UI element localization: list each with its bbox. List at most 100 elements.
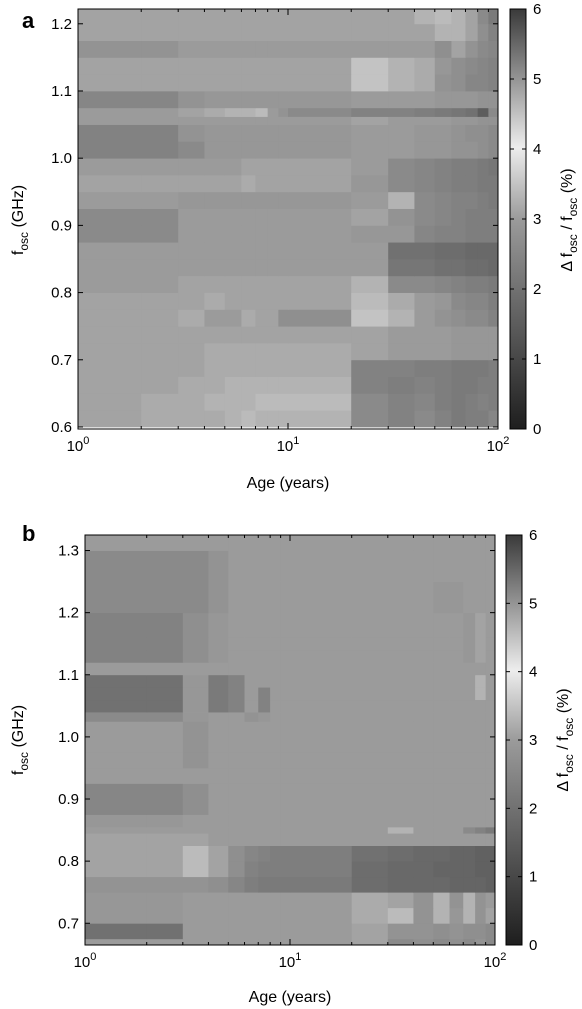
heatmap-cell <box>477 393 489 411</box>
heatmap-cell <box>255 23 269 41</box>
heatmap-cell <box>463 535 476 551</box>
heatmap-cell <box>241 342 256 361</box>
heatmap-cell <box>413 892 434 909</box>
heatmap-cell <box>414 208 436 226</box>
heatmap-cell <box>258 581 271 614</box>
heatmap-cell <box>414 258 436 277</box>
heatmap-cell <box>288 376 352 394</box>
heatmap-cell <box>414 242 436 260</box>
heatmap-cell <box>204 191 226 209</box>
heatmap-cell <box>488 9 499 25</box>
heatmap-cell <box>351 712 389 722</box>
heatmap-cell <box>146 535 184 551</box>
heatmap-cell <box>463 581 476 614</box>
heatmap-cell <box>280 861 291 878</box>
heatmap-cell <box>228 767 245 784</box>
heatmap-cell <box>270 767 282 784</box>
heatmap-cell <box>258 845 271 862</box>
heatmap-cell <box>255 116 269 125</box>
heatmap-cell <box>182 923 209 940</box>
y-tick-label-a: 0.8 <box>51 285 72 302</box>
heatmap-cell <box>280 814 291 828</box>
heatmap-cell <box>204 359 226 377</box>
colorbar-tick-label-a: 6 <box>533 1 541 18</box>
heatmap-cell <box>208 833 229 846</box>
heatmap-cell <box>228 892 245 909</box>
heatmap-cell <box>267 225 279 243</box>
heatmap-cell <box>388 258 415 277</box>
heatmap-cell <box>488 158 499 176</box>
heatmap-cell <box>244 649 259 663</box>
heatmap-cell <box>288 9 352 25</box>
heatmap-cell <box>85 833 148 846</box>
heatmap-cell <box>465 208 479 226</box>
heatmap-cell <box>244 892 259 909</box>
heatmap-cell <box>278 225 289 243</box>
heatmap-cell <box>278 342 289 361</box>
heatmap-cell <box>255 393 269 411</box>
heatmap-cell <box>267 74 279 92</box>
heatmap-cell <box>488 326 499 344</box>
heatmap-cell <box>278 116 289 125</box>
heatmap-cell <box>388 242 415 260</box>
heatmap-cell <box>351 535 389 551</box>
heatmap-cell <box>85 861 148 878</box>
heatmap-cell <box>278 9 289 25</box>
heatmap-cell <box>258 637 271 651</box>
heatmap-cell <box>146 799 184 815</box>
heatmap-cell <box>288 342 352 361</box>
heatmap-cell <box>244 861 259 878</box>
heatmap-cell <box>278 107 289 117</box>
heatmap-cell <box>463 923 476 940</box>
heatmap-cell <box>351 258 389 277</box>
heatmap-cell <box>85 826 148 834</box>
heatmap-cell <box>228 938 245 946</box>
heatmap-cell <box>434 124 452 142</box>
heatmap-cell <box>270 938 282 946</box>
heatmap-cell <box>255 174 269 193</box>
heatmap-cell <box>290 712 353 722</box>
heatmap-cell <box>224 23 242 41</box>
heatmap-cell <box>488 292 499 310</box>
heatmap-cell <box>224 225 242 243</box>
heatmap-cell <box>388 208 415 226</box>
heatmap-cell <box>208 649 229 663</box>
heatmap-cell <box>388 124 415 142</box>
heatmap-cell <box>178 141 205 159</box>
heatmap-cell <box>270 799 282 815</box>
heatmap-cell <box>465 174 479 193</box>
heatmap-cell <box>244 833 259 846</box>
heatmap-cell <box>178 242 205 260</box>
heatmap-cell <box>178 9 205 25</box>
heatmap-cell <box>463 814 476 828</box>
heatmap-cell <box>485 876 496 893</box>
heatmap-cell <box>414 410 436 428</box>
heatmap-cell <box>288 242 352 260</box>
heatmap-cell <box>433 783 450 800</box>
heatmap-cell <box>388 141 415 159</box>
heatmap-cell <box>388 393 415 411</box>
heatmap-cell <box>224 208 242 226</box>
heatmap-cell <box>278 376 289 394</box>
heatmap-cell <box>434 410 452 428</box>
heatmap-cell <box>388 225 415 243</box>
heatmap-cell <box>449 687 464 701</box>
heatmap-cell <box>451 141 466 159</box>
heatmap-cell <box>78 242 142 260</box>
heatmap-cell <box>488 208 499 226</box>
heatmap-cell <box>204 9 226 25</box>
heatmap-cell <box>488 376 499 394</box>
heatmap-cell <box>270 550 282 582</box>
heatmap-cell <box>224 376 242 394</box>
heatmap-cell <box>78 275 142 293</box>
heatmap-cell <box>258 923 271 940</box>
heatmap-cell <box>182 845 209 862</box>
heatmap-cell <box>280 767 291 784</box>
heatmap-cell <box>78 292 142 310</box>
heatmap-cell <box>463 845 476 862</box>
heatmap-cell <box>477 326 489 344</box>
heatmap-cell <box>475 907 487 924</box>
heatmap-cell <box>433 876 450 893</box>
heatmap-cell <box>433 752 450 769</box>
